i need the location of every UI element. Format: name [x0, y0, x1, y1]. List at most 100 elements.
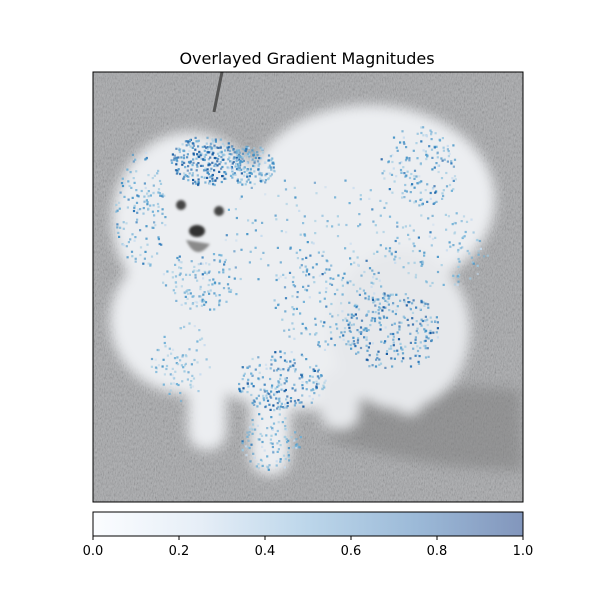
heat-pixel — [326, 260, 329, 263]
heat-pixel — [310, 241, 314, 244]
heat-pixel — [228, 275, 231, 278]
heat-pixel — [152, 204, 155, 207]
heat-pixel — [247, 219, 250, 222]
heat-pixel — [185, 273, 188, 276]
heat-pixel — [256, 160, 260, 163]
heat-pixel — [330, 337, 333, 340]
heat-pixel — [218, 170, 221, 173]
heat-pixel — [435, 316, 438, 319]
heat-pixel — [265, 434, 268, 437]
heat-pixel — [274, 306, 277, 309]
heat-pixel — [296, 295, 299, 299]
heat-pixel — [390, 173, 394, 176]
heat-pixel — [372, 252, 376, 255]
heat-pixel — [419, 346, 422, 350]
heat-pixel — [132, 209, 136, 213]
heat-pixel — [383, 177, 386, 180]
heat-pixel — [197, 390, 200, 393]
heat-pixel — [212, 151, 215, 154]
heat-pixel — [218, 301, 221, 304]
heat-pixel — [251, 357, 254, 361]
heat-pixel — [135, 201, 139, 204]
heat-pixel — [364, 292, 367, 295]
heat-pixel — [251, 432, 254, 435]
heat-pixel — [173, 154, 176, 157]
heat-pixel — [236, 155, 239, 158]
heat-pixel — [147, 262, 150, 265]
heat-pixel — [357, 225, 360, 228]
heat-pixel — [440, 264, 443, 267]
heat-pixel — [401, 192, 404, 195]
heat-pixel — [161, 365, 164, 368]
heat-pixel — [283, 359, 287, 362]
heat-pixel — [414, 200, 417, 203]
heat-pixel — [338, 336, 342, 339]
heat-pixel — [359, 223, 362, 226]
heat-pixel — [207, 271, 210, 274]
heat-pixel — [204, 169, 208, 172]
heat-pixel — [477, 250, 480, 253]
heat-pixel — [118, 201, 121, 204]
heat-pixel — [246, 391, 249, 394]
heat-pixel — [441, 137, 444, 140]
heat-pixel — [428, 235, 431, 238]
heat-pixel — [278, 440, 281, 443]
heat-pixel — [214, 138, 217, 141]
heat-pixel — [349, 242, 352, 245]
heat-pixel — [468, 252, 471, 255]
heat-pixel — [377, 312, 380, 315]
heat-pixel — [430, 339, 433, 342]
heat-pixel — [240, 155, 243, 158]
heat-pixel — [471, 261, 474, 264]
heat-pixel — [279, 377, 282, 380]
heat-pixel — [246, 233, 249, 236]
heat-pixel — [315, 380, 318, 383]
heat-pixel — [293, 186, 296, 189]
heat-pixel — [263, 390, 266, 393]
heat-pixel — [224, 149, 227, 152]
heat-pixel — [297, 399, 300, 402]
heat-pixel — [419, 261, 422, 264]
heat-pixel — [340, 302, 343, 305]
heat-pixel — [348, 326, 351, 329]
heat-pixel — [256, 163, 259, 166]
heat-pixel — [223, 177, 226, 180]
heat-pixel — [263, 449, 266, 452]
heat-pixel — [418, 355, 421, 358]
heat-pixel — [213, 146, 217, 149]
heat-pixel — [378, 316, 381, 319]
heat-pixel — [213, 169, 216, 172]
heat-pixel — [118, 207, 121, 210]
heat-pixel — [250, 186, 253, 189]
heat-pixel — [431, 214, 434, 217]
heat-pixel — [301, 387, 304, 390]
heat-pixel — [285, 438, 288, 441]
heat-pixel — [395, 309, 398, 312]
heat-pixel — [360, 319, 364, 322]
heat-pixel — [261, 179, 264, 182]
heat-pixel — [423, 304, 426, 307]
heat-pixel — [135, 170, 138, 173]
heat-pixel — [305, 289, 309, 292]
heat-pixel — [392, 136, 396, 139]
heat-pixel — [212, 183, 215, 186]
heat-pixel — [271, 442, 274, 445]
heat-pixel — [201, 256, 204, 259]
heat-pixel — [175, 383, 178, 386]
heat-pixel — [337, 223, 340, 226]
heat-pixel — [115, 203, 118, 206]
heat-pixel — [180, 364, 183, 367]
heat-pixel — [390, 347, 393, 350]
heat-pixel — [408, 176, 412, 180]
heat-pixel — [357, 308, 361, 311]
heat-pixel — [248, 430, 251, 434]
heat-pixel — [147, 190, 150, 193]
heat-pixel — [381, 172, 384, 175]
heat-pixel — [399, 299, 402, 302]
shadow — [330, 386, 523, 470]
heat-pixel — [238, 389, 242, 392]
heat-pixel — [430, 244, 433, 247]
heat-pixel — [139, 208, 142, 211]
heat-pixel — [410, 172, 413, 176]
heat-pixel — [283, 352, 286, 355]
